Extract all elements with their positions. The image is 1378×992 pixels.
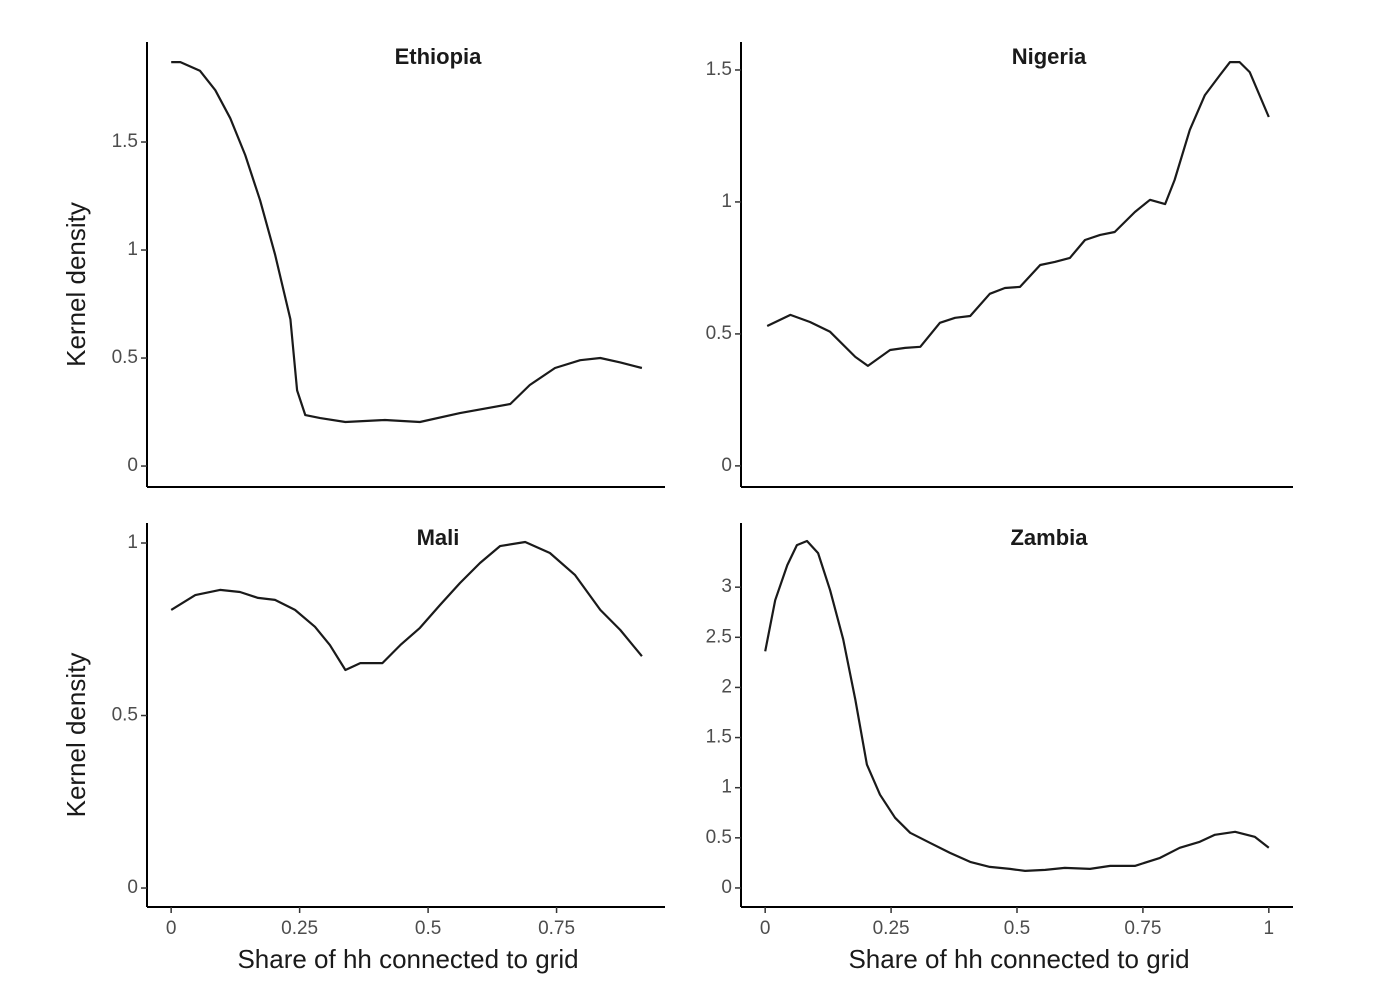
y-tick-label: 1 [127,532,138,553]
x-tick-label: 0.25 [873,918,910,939]
x-tick-label: 0.5 [415,918,441,939]
y-tick-label: 2 [721,676,732,697]
y-tick-label: 0.5 [706,827,732,848]
y-tick-label: 1 [127,239,138,260]
y-axis-label: Kernel density [61,202,91,367]
y-tick-label: 1 [721,191,732,212]
x-tick-label: 1 [1264,918,1275,939]
density-line [766,61,1270,367]
y-tick-label: 0.5 [112,347,138,368]
density-line [171,61,643,424]
y-tick-label: 0.5 [112,705,138,726]
y-tick-label: 1.5 [706,59,732,80]
y-axis-label: Kernel density [61,653,91,818]
x-tick-label: 0 [760,918,771,939]
y-tick-label: 0 [127,877,138,898]
panel-title: Mali [417,525,460,550]
density-line [170,540,643,672]
panel-title: Nigeria [1012,44,1087,69]
y-tick-label: 3 [721,576,732,597]
x-axis-label: Share of hh connected to grid [848,944,1189,974]
y-tick-label: 1 [721,777,732,798]
y-tick-label: 0.5 [706,323,732,344]
density-line [764,539,1270,872]
x-tick-label: 0.5 [1004,918,1030,939]
x-tick-label: 0.75 [538,918,575,939]
y-tick-label: 1.5 [112,131,138,152]
panel-title: Zambia [1010,525,1088,550]
y-tick-label: 0 [127,455,138,476]
x-tick-label: 0.75 [1124,918,1161,939]
y-tick-label: 2.5 [706,626,732,647]
y-tick-label: 0 [721,877,732,898]
x-tick-label: 0 [166,918,177,939]
panel-title: Ethiopia [395,44,483,69]
y-tick-label: 0 [721,455,732,476]
x-axis-label: Share of hh connected to grid [237,944,578,974]
x-tick-label: 0.25 [281,918,318,939]
y-tick-label: 1.5 [706,727,732,748]
